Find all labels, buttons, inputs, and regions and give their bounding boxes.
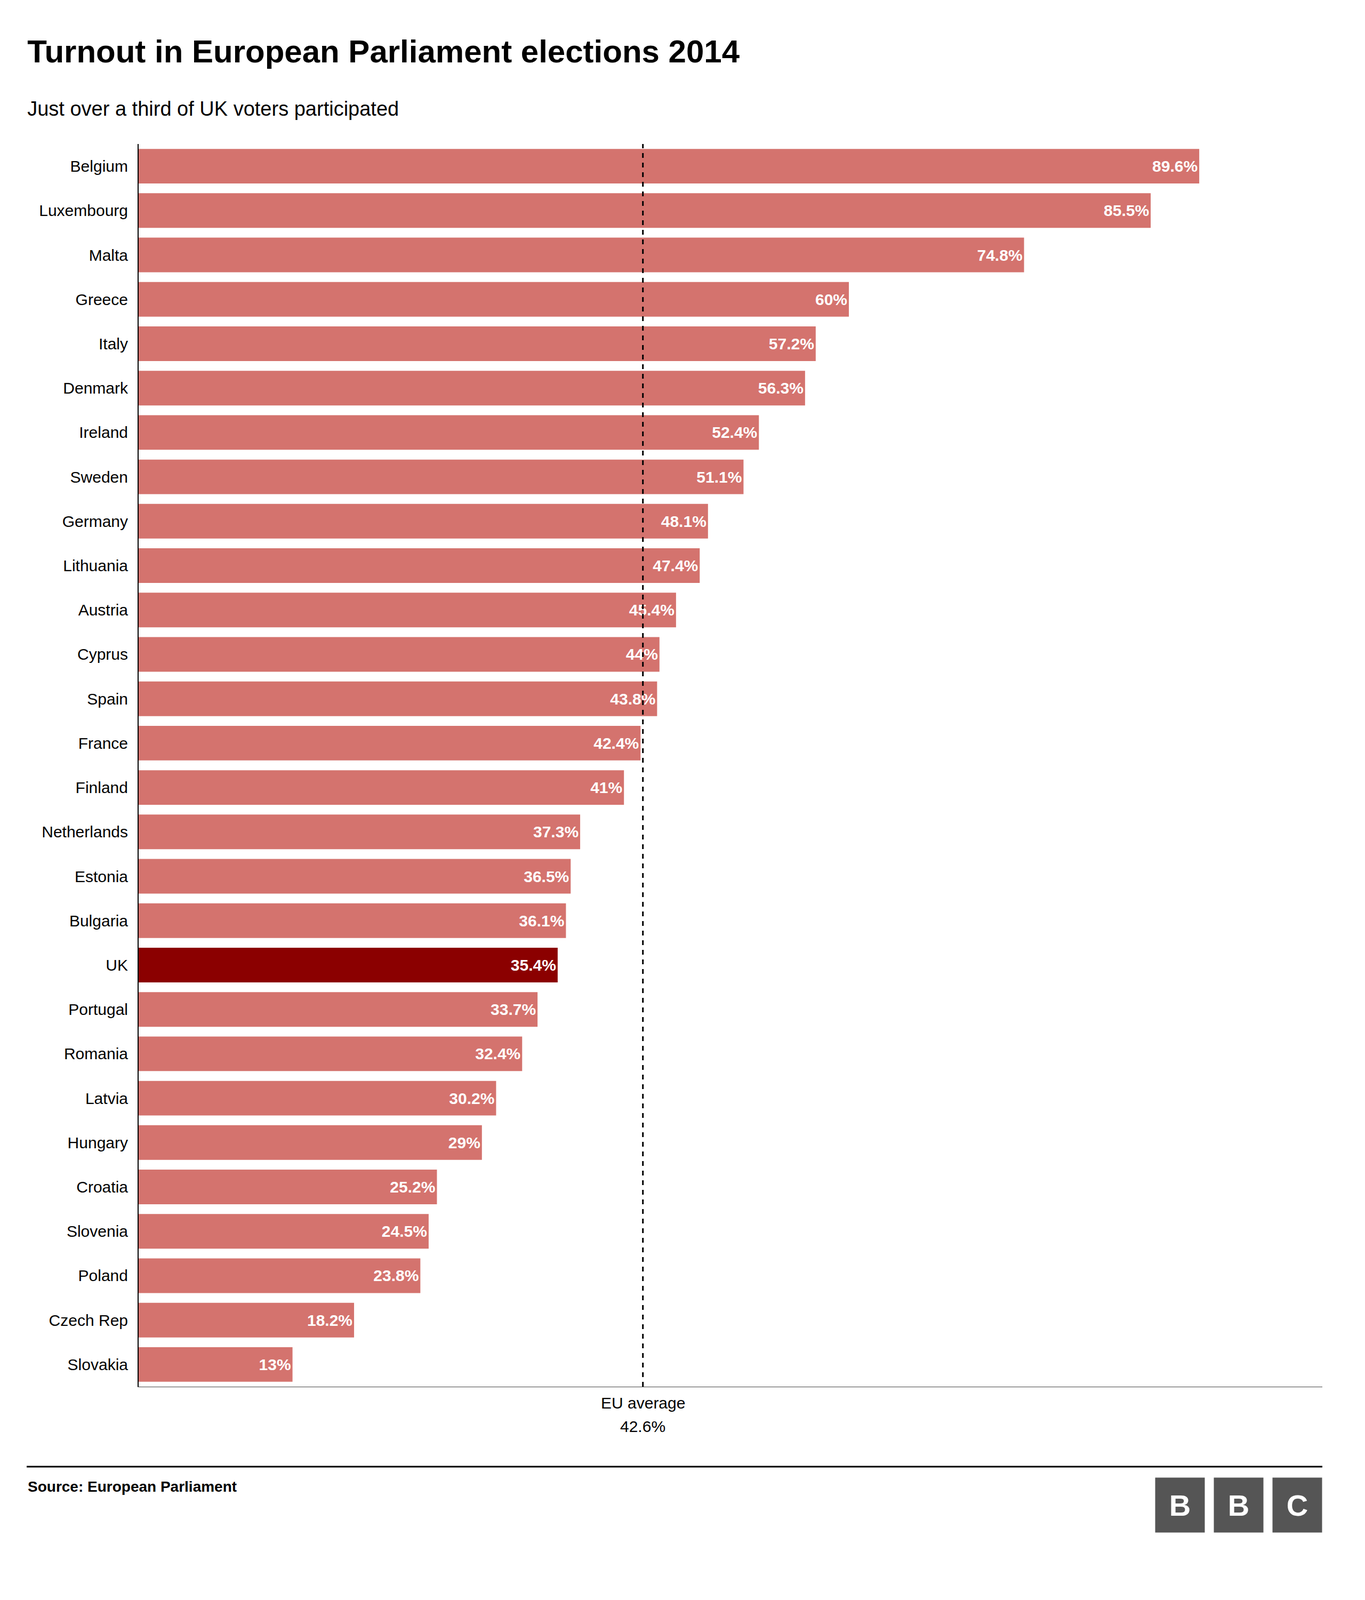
svg-text:Czech Rep: Czech Rep bbox=[49, 1311, 128, 1329]
svg-text:25.2%: 25.2% bbox=[389, 1177, 436, 1196]
svg-text:44%: 44% bbox=[625, 645, 658, 663]
svg-text:42.6%: 42.6% bbox=[620, 1417, 666, 1435]
svg-text:57.2%: 57.2% bbox=[768, 334, 815, 353]
svg-text:C: C bbox=[1286, 1488, 1308, 1522]
svg-text:37.3%: 37.3% bbox=[533, 822, 579, 841]
svg-text:Bulgaria: Bulgaria bbox=[69, 911, 128, 930]
svg-text:Belgium: Belgium bbox=[70, 157, 128, 175]
svg-text:Malta: Malta bbox=[89, 246, 129, 264]
svg-text:UK: UK bbox=[105, 956, 128, 974]
svg-text:13%: 13% bbox=[259, 1355, 292, 1373]
svg-text:85.5%: 85.5% bbox=[1103, 201, 1150, 220]
svg-text:30.2%: 30.2% bbox=[448, 1089, 495, 1107]
svg-text:41%: 41% bbox=[590, 778, 623, 797]
svg-text:Finland: Finland bbox=[75, 778, 128, 797]
svg-text:51.1%: 51.1% bbox=[696, 468, 742, 486]
svg-text:Italy: Italy bbox=[98, 334, 128, 353]
svg-text:Sweden: Sweden bbox=[70, 468, 128, 486]
svg-text:74.8%: 74.8% bbox=[976, 246, 1023, 264]
svg-text:Luxembourg: Luxembourg bbox=[38, 201, 128, 220]
svg-text:Source: European Parliament: Source: European Parliament bbox=[27, 1478, 237, 1495]
svg-text:Cyprus: Cyprus bbox=[77, 645, 128, 663]
svg-text:48.1%: 48.1% bbox=[661, 512, 707, 531]
svg-text:36.5%: 36.5% bbox=[523, 867, 569, 886]
svg-text:EU average: EU average bbox=[600, 1393, 686, 1412]
svg-text:89.6%: 89.6% bbox=[1152, 157, 1198, 175]
svg-text:Estonia: Estonia bbox=[74, 867, 128, 886]
svg-text:Turnout in European Parliament: Turnout in European Parliament elections… bbox=[27, 33, 741, 70]
svg-text:32.4%: 32.4% bbox=[475, 1044, 521, 1063]
svg-text:Just over a third of UK voters: Just over a third of UK voters participa… bbox=[27, 97, 399, 120]
svg-text:Hungary: Hungary bbox=[67, 1133, 128, 1152]
svg-text:52.4%: 52.4% bbox=[711, 423, 758, 441]
svg-text:29%: 29% bbox=[448, 1133, 481, 1152]
svg-text:24.5%: 24.5% bbox=[381, 1222, 428, 1240]
svg-text:Romania: Romania bbox=[63, 1044, 128, 1063]
svg-text:Ireland: Ireland bbox=[78, 423, 128, 441]
svg-text:Croatia: Croatia bbox=[76, 1177, 128, 1196]
svg-text:45.4%: 45.4% bbox=[629, 600, 675, 619]
svg-text:Germany: Germany bbox=[62, 512, 128, 531]
svg-text:Latvia: Latvia bbox=[85, 1089, 128, 1107]
svg-text:B: B bbox=[1227, 1488, 1250, 1522]
svg-text:Lithuania: Lithuania bbox=[62, 556, 128, 575]
svg-text:Denmark: Denmark bbox=[62, 379, 129, 397]
svg-text:42.4%: 42.4% bbox=[593, 734, 639, 752]
svg-text:Poland: Poland bbox=[78, 1266, 128, 1284]
svg-text:18.2%: 18.2% bbox=[307, 1311, 353, 1329]
svg-text:56.3%: 56.3% bbox=[758, 379, 804, 397]
svg-text:47.4%: 47.4% bbox=[652, 556, 698, 575]
svg-text:Spain: Spain bbox=[86, 689, 128, 708]
svg-text:Slovenia: Slovenia bbox=[66, 1222, 128, 1240]
svg-text:Portugal: Portugal bbox=[68, 1000, 128, 1018]
svg-text:Greece: Greece bbox=[75, 290, 128, 309]
svg-text:43.8%: 43.8% bbox=[609, 689, 656, 708]
svg-text:23.8%: 23.8% bbox=[373, 1266, 419, 1284]
svg-text:Austria: Austria bbox=[78, 600, 129, 619]
svg-text:B: B bbox=[1169, 1488, 1191, 1522]
svg-text:France: France bbox=[78, 734, 128, 752]
svg-text:60%: 60% bbox=[815, 290, 848, 309]
svg-text:Slovakia: Slovakia bbox=[67, 1355, 129, 1373]
svg-text:36.1%: 36.1% bbox=[518, 911, 565, 930]
svg-text:Netherlands: Netherlands bbox=[41, 822, 128, 841]
svg-text:35.4%: 35.4% bbox=[510, 956, 557, 974]
svg-text:33.7%: 33.7% bbox=[490, 1000, 536, 1018]
